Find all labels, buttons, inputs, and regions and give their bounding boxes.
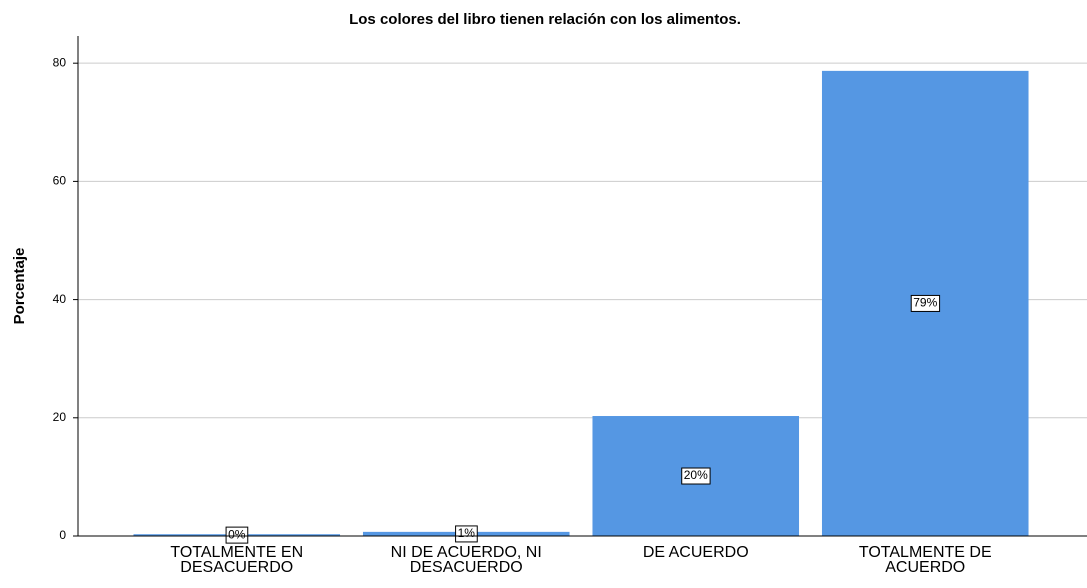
x-tick-label: TOTALMENTE DE ACUERDO (858, 544, 992, 576)
x-tick-label: DE ACUERDO (642, 544, 749, 561)
data-label: 20% (684, 468, 708, 482)
data-label-box (225, 526, 249, 544)
x-tick-label: TOTALMENTE EN DESACUERDO (170, 544, 304, 576)
data-label: 0% (228, 527, 246, 541)
data-label: 79% (913, 296, 937, 310)
y-tick-label: 0 (59, 528, 66, 542)
data-label-box (681, 467, 711, 485)
data-label-box (455, 525, 478, 543)
chart-title: Los colores del libro tienen relación co… (349, 11, 741, 28)
y-tick-label: 20 (53, 410, 67, 424)
y-tick-label: 40 (53, 292, 67, 306)
y-axis-label: Porcentaje (11, 248, 28, 325)
y-tick-label: 80 (53, 55, 67, 69)
x-tick-label: NI DE ACUERDO, NI DESACUERDO (390, 544, 542, 576)
data-label: 1% (458, 526, 476, 540)
data-label-box (910, 294, 941, 312)
y-tick-label: 60 (53, 174, 67, 188)
